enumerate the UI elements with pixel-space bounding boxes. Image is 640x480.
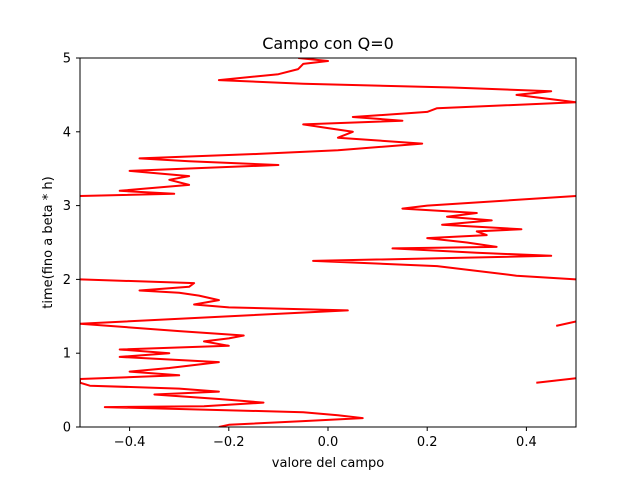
- y-tick-label: 4: [63, 125, 71, 140]
- series-line-5: [536, 377, 576, 384]
- y-tick-label: 5: [63, 52, 71, 67]
- x-tick-label: −0.4: [114, 435, 146, 450]
- series-line-4: [555, 320, 576, 327]
- series-line-3: [80, 58, 576, 197]
- x-axis-label: valore del campo: [272, 456, 384, 471]
- x-axis-ticks: −0.4 −0.2 0.0 0.2 0.4: [114, 427, 537, 450]
- y-tick-label: 1: [63, 347, 71, 362]
- x-tick-label: −0.2: [213, 435, 245, 450]
- plot-content: [80, 58, 576, 427]
- y-tick-label: 0: [63, 421, 71, 436]
- series-line-2: [312, 195, 576, 281]
- chart-title: Campo con Q=0: [262, 34, 394, 53]
- x-tick-label: 0.0: [318, 435, 339, 450]
- series-line-1: [80, 278, 364, 427]
- x-tick-label: 0.2: [417, 435, 438, 450]
- y-tick-label: 2: [63, 273, 71, 288]
- y-axis-ticks: 0 1 2 3 4 5: [63, 52, 80, 436]
- x-tick-label: 0.4: [516, 435, 537, 450]
- y-tick-label: 3: [63, 199, 71, 214]
- y-axis-label: time(fino a beta * h): [41, 176, 56, 308]
